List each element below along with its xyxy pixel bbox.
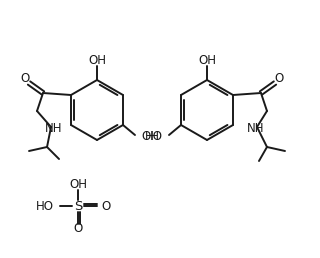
Text: S: S [74,199,82,213]
Text: OH: OH [88,53,106,67]
Text: HO: HO [36,199,54,213]
Text: OH: OH [198,53,216,67]
Text: O: O [274,72,284,85]
Text: O: O [73,222,83,236]
Text: NH: NH [247,123,265,135]
Text: HO: HO [145,130,163,142]
Text: NH: NH [45,123,63,135]
Text: OH: OH [141,130,159,142]
Text: OH: OH [69,178,87,190]
Text: O: O [20,72,30,85]
Text: O: O [101,199,110,213]
